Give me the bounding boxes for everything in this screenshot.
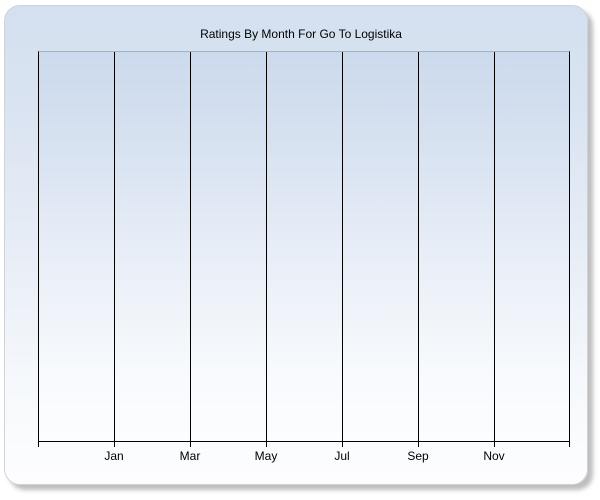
vertical-gridline (114, 52, 115, 441)
vertical-gridline (494, 52, 495, 441)
x-axis-tick (266, 442, 267, 447)
x-axis-tick (494, 442, 495, 447)
x-axis-tick (342, 442, 343, 447)
chart-title: Ratings By Month For Go To Logistika (200, 27, 402, 41)
x-tick-label-sep: Sep (407, 449, 429, 463)
x-axis-tick (569, 442, 570, 447)
x-tick-label-mar: Mar (179, 449, 201, 463)
vertical-gridline (190, 52, 191, 441)
vertical-gridline (418, 52, 419, 441)
x-tick-label-jan: Jan (104, 449, 124, 463)
vertical-gridline (342, 52, 343, 441)
x-axis-tick (418, 442, 419, 447)
x-axis-tick (38, 442, 39, 447)
plot-area (38, 51, 570, 442)
x-tick-label-may: May (254, 449, 278, 463)
x-tick-label-nov: Nov (483, 449, 505, 463)
x-axis-tick (190, 442, 191, 447)
x-tick-label-jul: Jul (334, 449, 350, 463)
x-axis-tick (114, 442, 115, 447)
vertical-gridline (266, 52, 267, 441)
